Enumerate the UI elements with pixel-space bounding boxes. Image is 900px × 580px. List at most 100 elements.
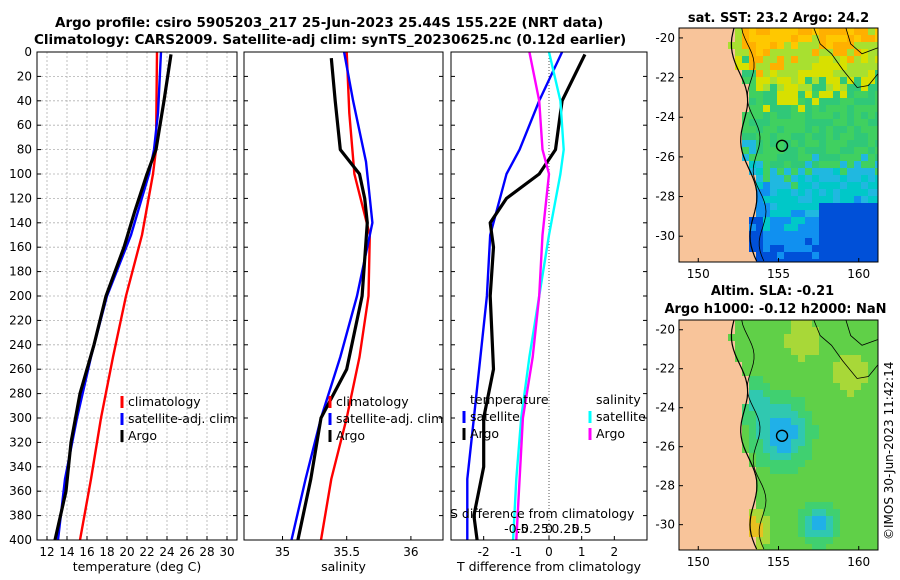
map-cell xyxy=(763,327,770,334)
map-cell xyxy=(861,418,868,425)
map-cell xyxy=(735,369,742,376)
map-cell xyxy=(735,341,742,348)
map-cell xyxy=(868,182,875,189)
map-cell xyxy=(784,196,791,203)
map-cell xyxy=(693,231,700,238)
map-cell xyxy=(707,196,714,203)
map-cell xyxy=(756,133,763,140)
map-cell xyxy=(749,182,756,189)
map-cell xyxy=(763,35,770,42)
map-cell xyxy=(770,161,777,168)
map-cell xyxy=(812,259,819,262)
map-cell xyxy=(714,252,721,259)
map-cell xyxy=(784,49,791,56)
map-cell xyxy=(812,56,819,63)
map-cell xyxy=(826,516,833,523)
map-cell xyxy=(861,28,868,35)
map-cell xyxy=(798,376,805,383)
map-cell xyxy=(861,474,868,481)
map-cell xyxy=(735,154,742,161)
map-cell xyxy=(854,133,861,140)
map-cell xyxy=(875,35,878,42)
map-cell xyxy=(686,140,693,147)
map-cell xyxy=(784,238,791,245)
map-cell xyxy=(770,126,777,133)
map-cell xyxy=(868,516,875,523)
map-cell xyxy=(791,481,798,488)
map-cell xyxy=(728,28,735,35)
map-cell xyxy=(798,537,805,544)
map-cell xyxy=(763,119,770,126)
map-cell xyxy=(728,56,735,63)
map-cell xyxy=(868,189,875,196)
map-cell xyxy=(728,133,735,140)
map-cell xyxy=(798,320,805,327)
map-cell xyxy=(770,259,777,262)
map-cell xyxy=(826,168,833,175)
map-cell xyxy=(749,91,756,98)
map-cell xyxy=(868,537,875,544)
map-cell xyxy=(840,252,847,259)
map-cell xyxy=(707,509,714,516)
map-cell xyxy=(854,245,861,252)
map-cell xyxy=(700,252,707,259)
map-cell xyxy=(700,537,707,544)
map-cell xyxy=(756,488,763,495)
map-cell xyxy=(770,411,777,418)
map-cell xyxy=(833,453,840,460)
map-cell xyxy=(861,516,868,523)
map-cell xyxy=(686,105,693,112)
y-tick-label: 140 xyxy=(9,216,32,230)
map-cell xyxy=(700,161,707,168)
map-cell xyxy=(868,217,875,224)
map-cell xyxy=(791,105,798,112)
map-cell xyxy=(798,77,805,84)
map-cell xyxy=(700,474,707,481)
map-cell xyxy=(735,175,742,182)
map-cell xyxy=(812,327,819,334)
map-cell xyxy=(700,28,707,35)
map-cell xyxy=(714,56,721,63)
map-cell xyxy=(777,133,784,140)
map-cell xyxy=(875,140,878,147)
map-cell xyxy=(868,112,875,119)
map-cell xyxy=(840,446,847,453)
map-cell xyxy=(777,495,784,502)
map-cell xyxy=(707,161,714,168)
map-cell xyxy=(833,502,840,509)
map-cell xyxy=(770,154,777,161)
map-cell xyxy=(756,509,763,516)
map-cell xyxy=(812,147,819,154)
map-cell xyxy=(756,348,763,355)
map-cell xyxy=(826,238,833,245)
map-cell xyxy=(770,544,777,550)
map-cell xyxy=(714,126,721,133)
map-cell xyxy=(840,161,847,168)
map-cell xyxy=(735,530,742,537)
map-cell xyxy=(798,439,805,446)
y-tick-label: -20 xyxy=(655,31,675,45)
map-cell xyxy=(721,224,728,231)
map-cell xyxy=(763,411,770,418)
map-cell xyxy=(763,49,770,56)
map-cell xyxy=(847,161,854,168)
map-cell xyxy=(826,175,833,182)
x-tick-label: 18 xyxy=(99,545,114,559)
map-cell xyxy=(826,509,833,516)
map-cell xyxy=(756,28,763,35)
map-cell xyxy=(840,453,847,460)
map-cell xyxy=(791,488,798,495)
map-cell xyxy=(861,252,868,259)
map-cell xyxy=(721,238,728,245)
map-cell xyxy=(875,502,878,509)
map-cell xyxy=(714,397,721,404)
map-cell xyxy=(840,49,847,56)
map-cell xyxy=(784,425,791,432)
map-cell xyxy=(693,140,700,147)
map-cell xyxy=(798,217,805,224)
map-cell xyxy=(868,42,875,49)
map-cell xyxy=(847,537,854,544)
map-cell xyxy=(840,217,847,224)
map-cell xyxy=(777,376,784,383)
map-cell xyxy=(868,133,875,140)
